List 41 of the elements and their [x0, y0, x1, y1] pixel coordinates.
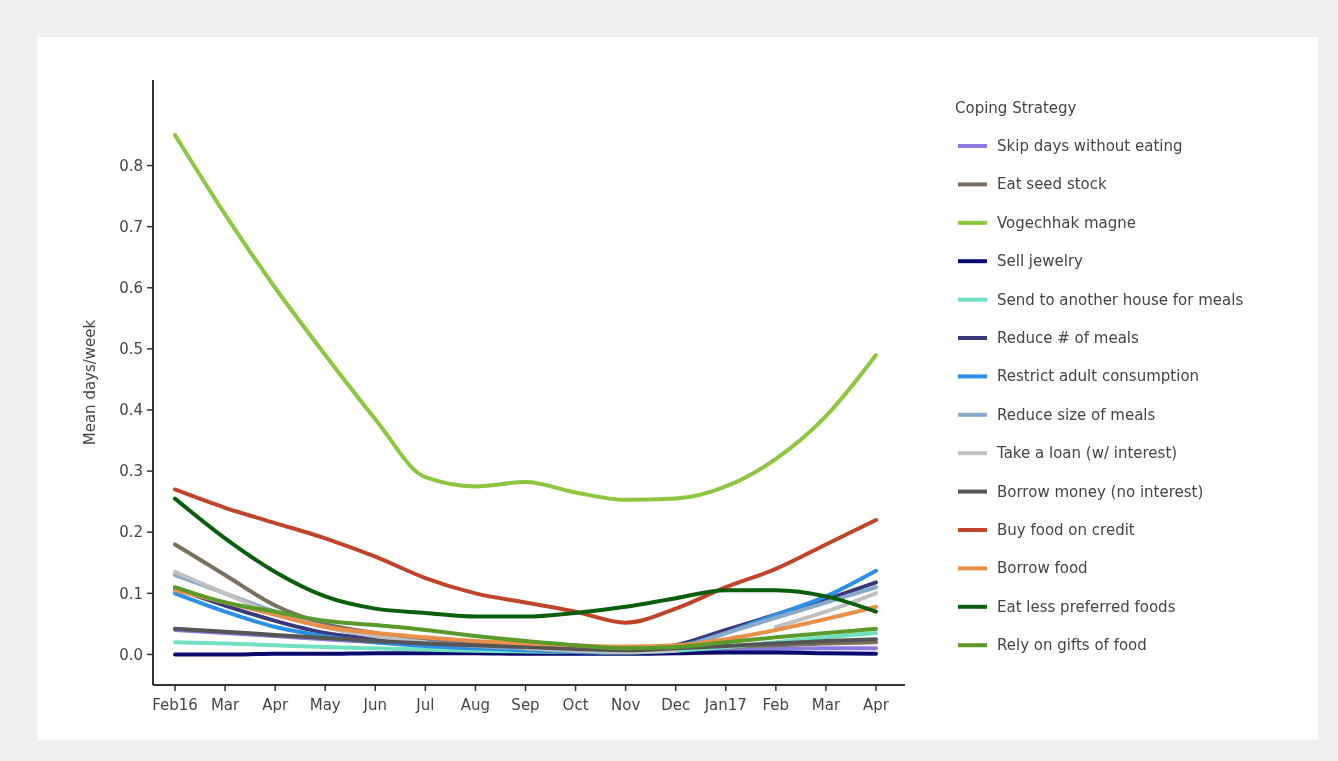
x-tick-label: Sep — [511, 696, 540, 714]
legend-label: Take a loan (w/ interest) — [996, 444, 1178, 463]
y-tick-label: 0.7 — [119, 217, 143, 236]
y-tick-label: 0.8 — [119, 156, 143, 175]
x-tick-label: Mar — [210, 696, 241, 714]
x-tick-label: May — [309, 696, 341, 714]
y-tick-label: 0.5 — [119, 340, 143, 359]
legend-label: Send to another house for meals — [997, 290, 1244, 309]
legend-label: Buy food on credit — [997, 521, 1135, 539]
legend-label: Borrow money (no interest) — [997, 482, 1204, 501]
x-tick-label: Feb — [762, 696, 790, 714]
x-tick-label: Nov — [611, 696, 641, 714]
y-tick-label: 0.2 — [119, 523, 143, 542]
x-tick-label: Oct — [562, 696, 589, 714]
x-tick-label: Dec — [661, 696, 691, 714]
legend-label: Reduce size of meals — [997, 405, 1156, 424]
line-series — [173, 133, 878, 502]
legend-label: Sell jewelry — [997, 252, 1084, 271]
y-tick-label: 0.0 — [119, 645, 143, 664]
legend-label: Restrict adult consumption — [997, 367, 1200, 386]
x-tick-label: Apr — [262, 696, 289, 714]
legend-label: Rely on gifts of food — [997, 636, 1147, 655]
legend-label: Vogechhak magne — [997, 213, 1136, 232]
x-tick-label: Jan17 — [703, 696, 747, 714]
x-tick-label: Apr — [863, 696, 890, 714]
legend-label: Borrow food — [997, 559, 1088, 578]
legend-label: Skip days without eating — [997, 137, 1183, 155]
x-tick-label: Jun — [362, 696, 387, 714]
y-tick-label: 0.1 — [119, 584, 143, 603]
legend-label: Eat seed stock — [997, 175, 1107, 194]
y-tick-label: 0.6 — [119, 279, 143, 298]
y-tick-label: 0.3 — [119, 462, 143, 481]
legend-label: Reduce # of meals — [997, 329, 1140, 347]
legend-title: Coping Strategy — [955, 99, 1077, 117]
y-tick-label: 0.4 — [119, 401, 143, 420]
x-tick-label: Aug — [460, 696, 491, 714]
x-tick-label: Jul — [415, 696, 435, 714]
y-axis-title: Mean days/week — [81, 319, 99, 446]
legend-label: Eat less preferred foods — [997, 597, 1176, 616]
x-tick-label: Feb16 — [152, 696, 198, 714]
x-tick-label: Mar — [811, 696, 841, 714]
